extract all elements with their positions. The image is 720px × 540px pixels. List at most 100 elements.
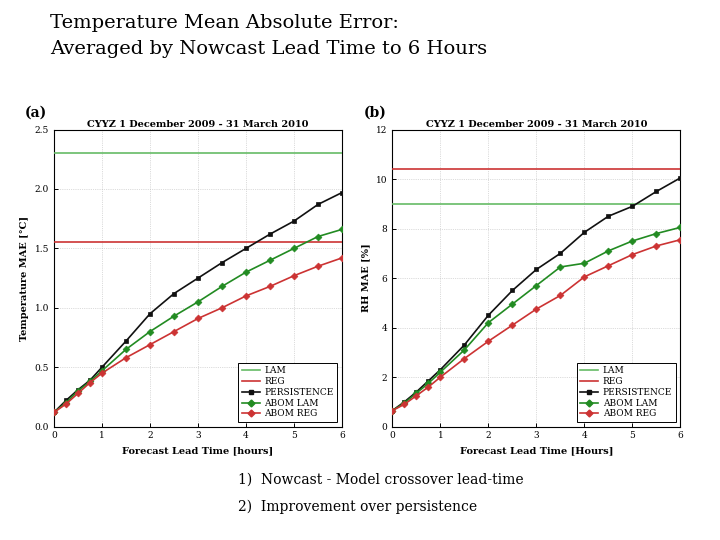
- ABOM REG: [98, 370, 107, 376]
- Line: ABOM REG: ABOM REG: [390, 237, 683, 413]
- Text: 1)  Nowcast - Model crossover lead-time: 1) Nowcast - Model crossover lead-time: [238, 472, 523, 487]
- ABOM LAM: [580, 260, 589, 266]
- PERSISTENCE: [217, 259, 226, 266]
- ABOM REG: [508, 322, 517, 328]
- Line: PERSISTENCE: PERSISTENCE: [52, 190, 344, 415]
- ABOM REG: [50, 409, 58, 416]
- X-axis label: Forecast Lead Time [hours]: Forecast Lead Time [hours]: [122, 446, 274, 455]
- Text: Averaged by Nowcast Lead Time to 6 Hours: Averaged by Nowcast Lead Time to 6 Hours: [50, 40, 487, 58]
- ABOM LAM: [652, 230, 661, 237]
- PERSISTENCE: [412, 389, 420, 395]
- ABOM LAM: [436, 369, 445, 375]
- ABOM REG: [436, 374, 445, 380]
- PERSISTENCE: [98, 364, 107, 370]
- ABOM REG: [122, 354, 130, 361]
- ABOM LAM: [556, 264, 564, 270]
- PERSISTENCE: [628, 203, 636, 210]
- PERSISTENCE: [508, 287, 517, 294]
- ABOM LAM: [242, 269, 251, 275]
- ABOM REG: [289, 273, 298, 279]
- ABOM LAM: [62, 400, 71, 406]
- ABOM REG: [217, 305, 226, 311]
- ABOM REG: [388, 407, 397, 414]
- Text: 2)  Improvement over persistence: 2) Improvement over persistence: [238, 500, 477, 514]
- Y-axis label: Temperature MAE [°C]: Temperature MAE [°C]: [20, 215, 29, 341]
- ABOM LAM: [676, 224, 685, 231]
- PERSISTENCE: [194, 275, 202, 281]
- ABOM LAM: [122, 346, 130, 353]
- ABOM LAM: [145, 328, 154, 335]
- PERSISTENCE: [170, 291, 179, 297]
- ABOM REG: [62, 401, 71, 407]
- PERSISTENCE: [652, 188, 661, 195]
- ABOM LAM: [460, 347, 469, 353]
- PERSISTENCE: [580, 229, 589, 235]
- PERSISTENCE: [400, 399, 409, 405]
- PERSISTENCE: [388, 407, 397, 414]
- ABOM LAM: [86, 378, 94, 384]
- Line: PERSISTENCE: PERSISTENCE: [390, 176, 683, 413]
- PERSISTENCE: [604, 213, 613, 219]
- ABOM REG: [145, 341, 154, 348]
- PERSISTENCE: [436, 367, 445, 373]
- ABOM REG: [314, 263, 323, 269]
- ABOM REG: [170, 328, 179, 335]
- ABOM REG: [484, 338, 492, 345]
- ABOM REG: [604, 262, 613, 269]
- Line: ABOM LAM: ABOM LAM: [390, 225, 683, 413]
- ABOM REG: [652, 242, 661, 249]
- ABOM REG: [400, 401, 409, 408]
- ABOM REG: [628, 251, 636, 258]
- PERSISTENCE: [50, 409, 58, 416]
- ABOM REG: [194, 315, 202, 322]
- ABOM LAM: [484, 319, 492, 326]
- ABOM REG: [532, 306, 541, 312]
- Text: (a): (a): [25, 106, 48, 120]
- PERSISTENCE: [86, 377, 94, 383]
- ABOM REG: [266, 283, 274, 289]
- ABOM LAM: [194, 299, 202, 305]
- ABOM LAM: [50, 409, 58, 416]
- PERSISTENCE: [676, 174, 685, 181]
- PERSISTENCE: [242, 245, 251, 252]
- PERSISTENCE: [289, 218, 298, 224]
- ABOM LAM: [289, 245, 298, 252]
- Title: CYYZ 1 December 2009 - 31 March 2010: CYYZ 1 December 2009 - 31 March 2010: [426, 120, 647, 129]
- ABOM LAM: [400, 400, 409, 406]
- PERSISTENCE: [62, 397, 71, 404]
- ABOM REG: [460, 355, 469, 362]
- PERSISTENCE: [145, 310, 154, 317]
- PERSISTENCE: [266, 231, 274, 238]
- PERSISTENCE: [338, 190, 346, 196]
- ABOM LAM: [98, 368, 107, 374]
- ABOM REG: [412, 393, 420, 399]
- PERSISTENCE: [314, 201, 323, 208]
- ABOM LAM: [388, 407, 397, 414]
- Title: CYYZ 1 December 2009 - 31 March 2010: CYYZ 1 December 2009 - 31 March 2010: [87, 120, 309, 129]
- ABOM REG: [556, 292, 564, 299]
- ABOM REG: [338, 255, 346, 261]
- ABOM LAM: [508, 301, 517, 307]
- ABOM REG: [676, 237, 685, 243]
- Line: ABOM REG: ABOM REG: [52, 255, 344, 415]
- PERSISTENCE: [73, 387, 82, 393]
- ABOM LAM: [424, 380, 433, 387]
- ABOM LAM: [628, 238, 636, 244]
- PERSISTENCE: [532, 266, 541, 273]
- ABOM LAM: [73, 388, 82, 394]
- PERSISTENCE: [484, 312, 492, 319]
- ABOM REG: [86, 380, 94, 386]
- Legend: LAM, REG, PERSISTENCE, ABOM LAM, ABOM REG: LAM, REG, PERSISTENCE, ABOM LAM, ABOM RE…: [577, 363, 676, 422]
- ABOM LAM: [532, 282, 541, 289]
- ABOM LAM: [314, 233, 323, 240]
- ABOM LAM: [170, 313, 179, 319]
- ABOM REG: [242, 293, 251, 299]
- Y-axis label: RH MAE [%]: RH MAE [%]: [361, 244, 371, 313]
- PERSISTENCE: [122, 338, 130, 345]
- ABOM LAM: [412, 390, 420, 396]
- ABOM REG: [73, 390, 82, 396]
- PERSISTENCE: [556, 250, 564, 256]
- PERSISTENCE: [424, 377, 433, 384]
- Line: ABOM LAM: ABOM LAM: [52, 227, 344, 415]
- ABOM LAM: [217, 283, 226, 289]
